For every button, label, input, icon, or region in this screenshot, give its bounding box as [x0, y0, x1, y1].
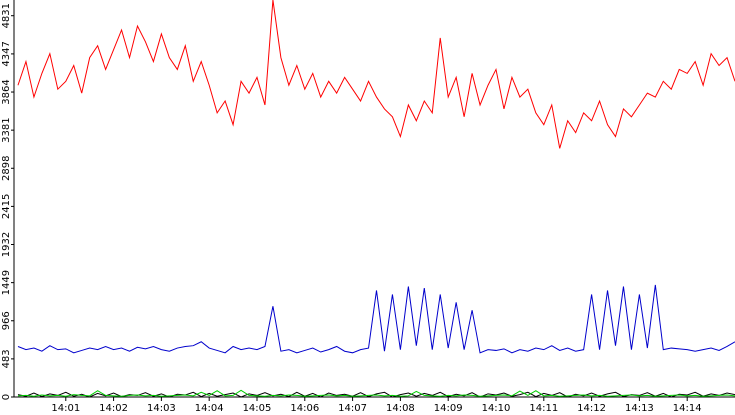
y-tick-label: 966 [1, 311, 12, 330]
y-tick-label: 3864 [1, 79, 12, 104]
x-tick-label: 14:03 [147, 403, 176, 414]
x-tick-label: 14:11 [529, 403, 558, 414]
x-tick-label: 14:14 [673, 403, 702, 414]
series-line [17, 0, 735, 149]
y-tick-label: 0 [1, 394, 12, 400]
y-tick-label: 4347 [1, 41, 12, 66]
y-tick-label: 2898 [1, 156, 12, 181]
x-tick-label: 14:05 [243, 403, 272, 414]
y-tick-label: 483 [1, 349, 12, 368]
x-tick-label: 14:01 [51, 403, 80, 414]
x-tick-label: 14:06 [290, 403, 319, 414]
x-tick-label: 14:08 [386, 403, 415, 414]
y-tick-label: 2415 [1, 194, 12, 219]
y-tick-label: 1932 [1, 232, 12, 257]
x-tick-label: 14:13 [625, 403, 654, 414]
x-tick-label: 14:04 [195, 403, 224, 414]
y-tick-label: 4831 [1, 3, 12, 28]
y-tick-label: 3381 [1, 117, 12, 142]
x-tick-label: 14:12 [577, 403, 606, 414]
x-tick-label: 14:10 [482, 403, 511, 414]
x-tick-label: 14:07 [338, 403, 367, 414]
y-tick-label: 1449 [1, 270, 12, 295]
series-line [17, 284, 735, 354]
x-tick-label: 14:02 [99, 403, 128, 414]
series-line [17, 389, 735, 397]
x-tick-label: 14:09 [434, 403, 463, 414]
